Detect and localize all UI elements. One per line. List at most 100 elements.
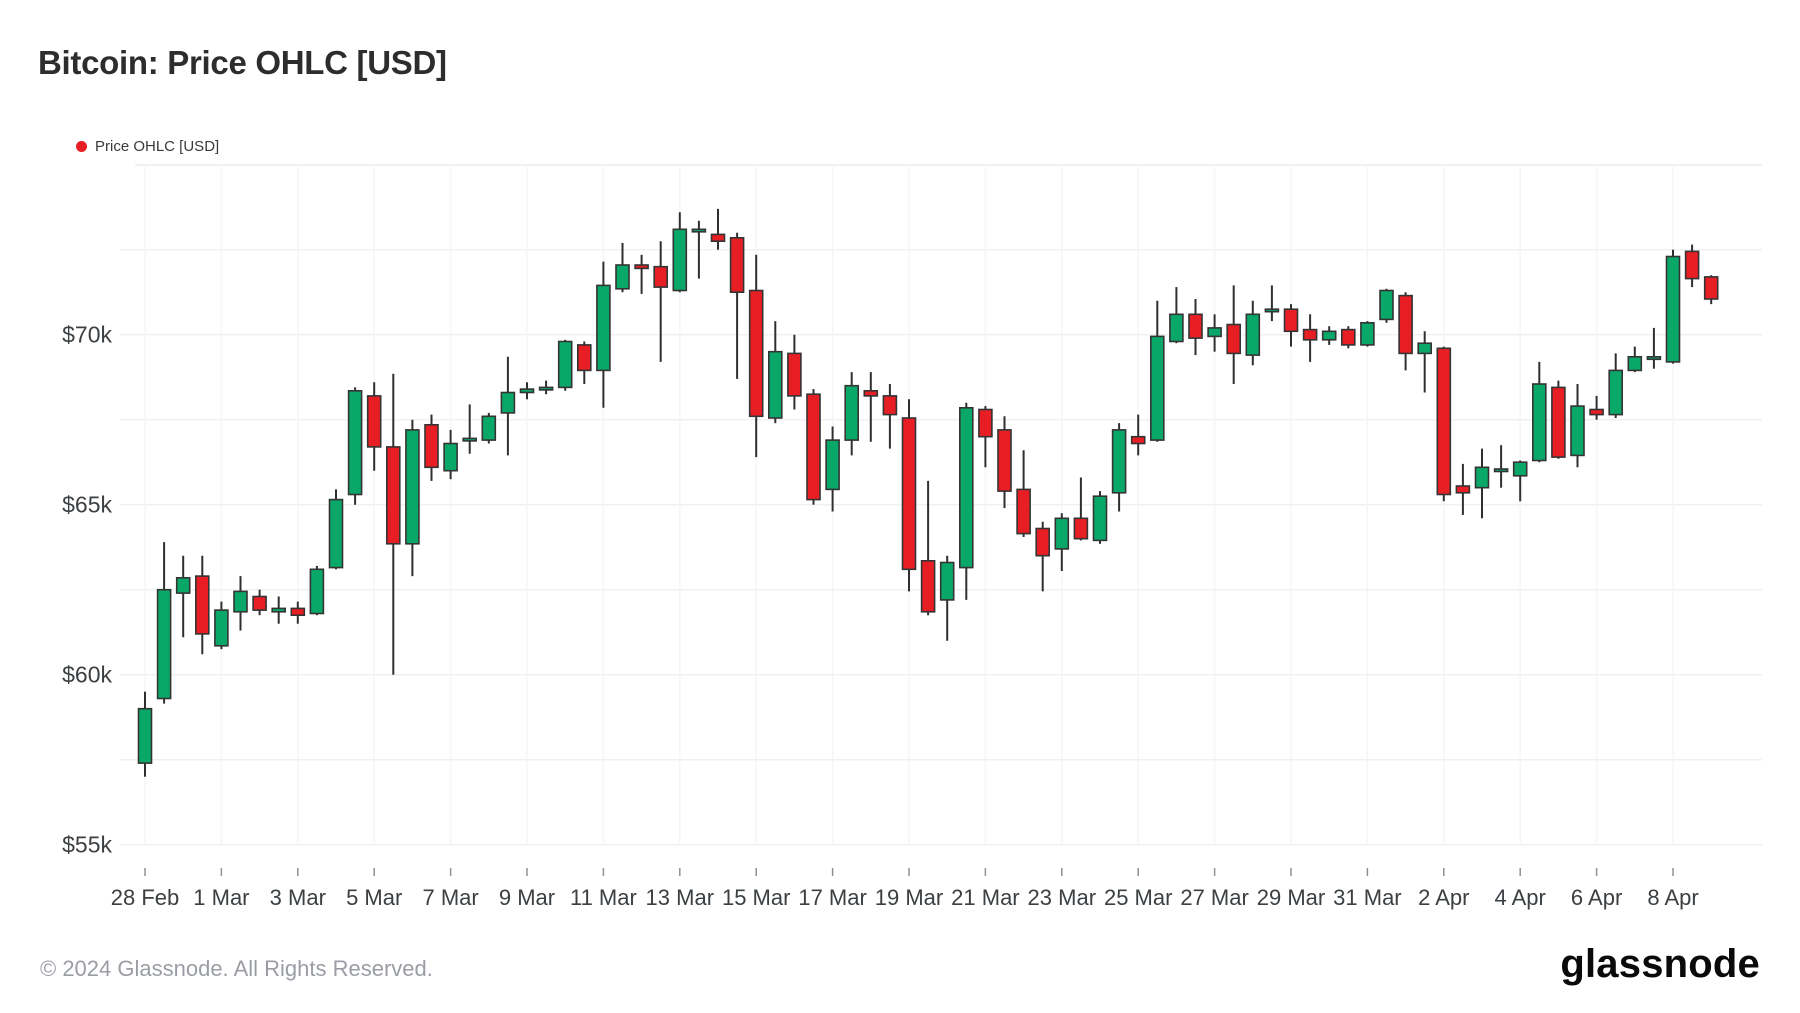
candlestick[interactable] (1398, 292, 1413, 371)
candlestick[interactable] (1054, 513, 1070, 571)
candlestick[interactable] (1417, 331, 1432, 393)
candle-body-down (653, 265, 669, 288)
candlestick[interactable] (978, 406, 993, 468)
candlestick[interactable] (1073, 477, 1089, 541)
candle-body-up (844, 384, 860, 441)
candle-body-down (882, 395, 898, 416)
candlestick[interactable] (576, 341, 592, 385)
candlestick[interactable] (1436, 346, 1452, 502)
candlestick[interactable] (825, 426, 840, 512)
candlestick[interactable] (1150, 300, 1165, 442)
candlestick[interactable] (1283, 304, 1299, 347)
candlestick[interactable] (500, 356, 516, 456)
candle-body-up (500, 391, 516, 414)
candlestick[interactable] (385, 373, 401, 675)
candlestick[interactable] (901, 399, 917, 592)
candlestick[interactable] (347, 387, 363, 505)
candlestick[interactable] (939, 555, 955, 641)
candlestick[interactable] (252, 589, 267, 616)
candlestick[interactable] (748, 254, 764, 458)
candlestick[interactable] (1570, 384, 1585, 468)
candle-body-up (309, 568, 325, 615)
candlestick[interactable] (1188, 299, 1203, 356)
candlestick[interactable] (1608, 353, 1623, 418)
candlestick[interactable] (691, 220, 707, 279)
candlestick[interactable] (1379, 288, 1394, 323)
candlestick[interactable] (1684, 244, 1700, 288)
legend-item-price-ohlc[interactable]: Price OHLC [USD] (76, 138, 219, 155)
candlestick[interactable] (1245, 300, 1261, 366)
x-tick-label: 31 Mar (1333, 885, 1401, 910)
candlestick[interactable] (997, 416, 1012, 509)
candlestick[interactable] (519, 382, 535, 400)
candlestick[interactable] (1207, 314, 1222, 352)
candlestick[interactable] (271, 596, 287, 624)
candlestick[interactable] (214, 601, 229, 650)
candle-body-up (596, 284, 611, 372)
candlestick[interactable] (1016, 450, 1031, 537)
candlestick[interactable] (557, 339, 573, 391)
candlestick[interactable] (1341, 326, 1356, 349)
candlestick[interactable] (462, 404, 478, 454)
candlestick[interactable] (328, 489, 344, 570)
candlestick[interactable] (195, 555, 210, 655)
candle-body-up (767, 350, 783, 419)
candlestick[interactable] (1092, 491, 1108, 544)
candlestick[interactable] (1532, 361, 1547, 463)
candlestick[interactable] (1455, 463, 1471, 515)
candlestick[interactable] (538, 380, 554, 395)
candlestick[interactable] (1493, 445, 1509, 488)
candlestick[interactable] (1703, 275, 1719, 305)
candlestick[interactable] (1360, 321, 1375, 347)
candlestick[interactable] (1474, 448, 1490, 519)
candlestick[interactable] (767, 321, 783, 424)
legend-marker-icon (76, 141, 87, 152)
candlestick[interactable] (1589, 395, 1604, 420)
candle-body-down (1302, 328, 1318, 341)
candlestick[interactable] (1665, 249, 1681, 364)
candlestick[interactable] (729, 232, 745, 379)
candle-body-down (1035, 527, 1050, 557)
candlestick[interactable] (615, 242, 630, 293)
candlestick[interactable] (1512, 460, 1528, 502)
candlestick[interactable] (233, 576, 248, 631)
candlestick[interactable] (672, 212, 688, 293)
candlestick[interactable] (653, 241, 669, 362)
candlestick[interactable] (787, 334, 802, 410)
candlestick[interactable] (1035, 521, 1050, 592)
candlestick[interactable] (844, 372, 860, 456)
candlestick[interactable] (156, 542, 172, 704)
candlestick[interactable] (710, 208, 726, 250)
candle-body-up (481, 415, 497, 441)
candlestick[interactable] (1264, 285, 1280, 322)
candle-body-up (214, 609, 229, 647)
candlestick[interactable] (1130, 414, 1146, 456)
candlestick[interactable] (958, 402, 974, 600)
candlestick[interactable] (806, 389, 821, 505)
candlestick[interactable] (1226, 285, 1241, 384)
candlestick[interactable] (424, 414, 439, 481)
candlestick[interactable] (882, 384, 898, 449)
candlestick[interactable] (137, 691, 153, 777)
candlestick[interactable] (1169, 287, 1184, 344)
candlestick[interactable] (481, 412, 497, 444)
candlestick[interactable] (1551, 380, 1566, 459)
candlestick[interactable] (366, 382, 382, 471)
candlestick[interactable] (920, 480, 936, 616)
candle-body-up (462, 437, 478, 442)
candlestick[interactable] (1302, 314, 1318, 362)
candlestick[interactable] (596, 261, 611, 408)
candlestick[interactable] (634, 254, 649, 294)
candlestick[interactable] (405, 419, 420, 577)
candlestick[interactable] (443, 429, 458, 480)
candlestick[interactable] (863, 372, 879, 442)
candlestick[interactable] (1646, 327, 1662, 369)
candlestick[interactable] (309, 565, 325, 616)
candlestick[interactable] (175, 555, 191, 638)
candlestick[interactable] (1627, 346, 1643, 373)
x-tick-label: 17 Mar (798, 885, 866, 910)
candlestick[interactable] (1111, 423, 1127, 512)
candlestick[interactable] (1321, 326, 1337, 345)
candlestick[interactable] (290, 601, 306, 624)
